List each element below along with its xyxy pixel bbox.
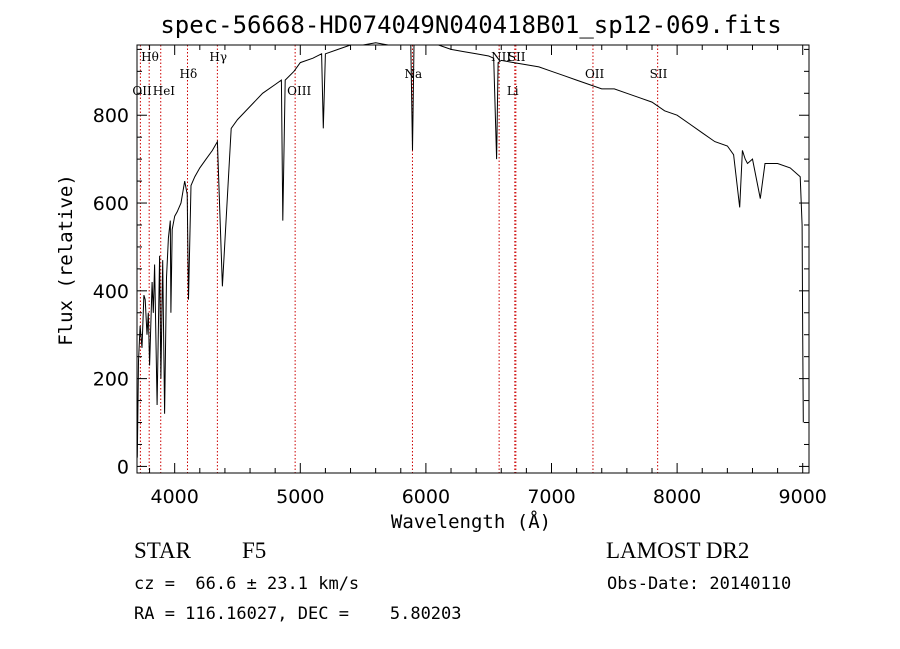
- x-axis-label: Wavelength (Å): [391, 510, 551, 533]
- spectral-line-label: NII: [491, 50, 511, 64]
- y-axis-label: Flux (relative): [55, 174, 77, 346]
- spectral-line-label: OII: [585, 67, 605, 81]
- plot-frame: [136, 44, 810, 474]
- y-axis-ticks: 0 200 400 600 800: [93, 48, 809, 478]
- y-tick-label: 400: [93, 281, 129, 303]
- spectral-line-label: Hδ: [179, 67, 197, 81]
- spectrum-series: [136, 42, 804, 458]
- y-tick-label: 600: [93, 193, 129, 215]
- survey-name: LAMOST DR2: [606, 538, 750, 563]
- spectral-line-label: SII: [650, 67, 668, 81]
- x-tick-label: 9000: [779, 486, 827, 508]
- y-tick-label: 0: [117, 456, 129, 478]
- redshift-readout: cz = 66.6 ± 23.1 km/s: [134, 574, 360, 594]
- spectral-line-label: SII: [508, 50, 526, 64]
- coordinates-readout: RA = 116.16027, DEC = 5.80203: [134, 604, 462, 624]
- spectral-line-label: Hγ: [209, 50, 227, 64]
- x-tick-label: 7000: [527, 486, 575, 508]
- object-class: STAR: [134, 538, 191, 563]
- spectral-line-label: HeI: [153, 84, 176, 98]
- spectral-line-label: Hθ: [141, 50, 159, 64]
- spectral-line-label: Li: [507, 84, 519, 98]
- object-subclass: F5: [242, 538, 267, 563]
- spectrum-line: [136, 42, 804, 458]
- y-tick-label: 800: [93, 105, 129, 127]
- x-tick-label: 4000: [151, 486, 199, 508]
- spectral-line-label: OII: [132, 84, 152, 98]
- x-tick-label: 6000: [402, 486, 450, 508]
- chart-title: spec-56668-HD074049N040418B01_sp12-069.f…: [160, 11, 781, 39]
- x-tick-label: 5000: [276, 486, 324, 508]
- observation-date: Obs-Date: 20140110: [607, 574, 792, 594]
- x-tick-label: 8000: [653, 486, 701, 508]
- spectral-line-label: OIII: [287, 84, 311, 98]
- y-tick-label: 200: [93, 369, 129, 391]
- x-axis-ticks: 4000 5000 6000 7000 8000 9000: [149, 45, 827, 508]
